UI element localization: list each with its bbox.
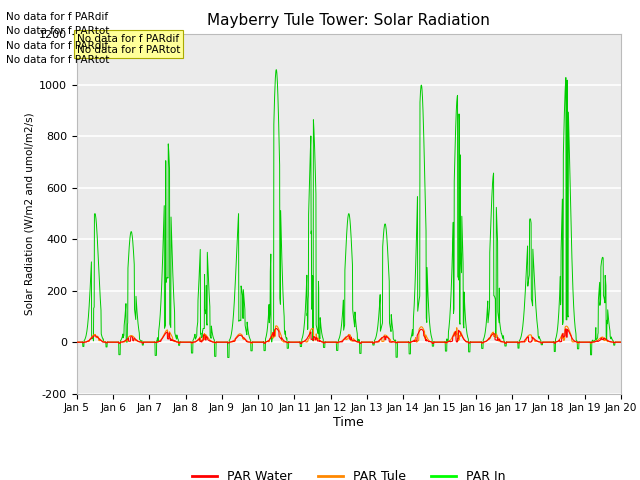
Text: No data for f PARdif
No data for f PARtot: No data for f PARdif No data for f PARto… xyxy=(77,34,180,55)
Title: Mayberry Tule Tower: Solar Radiation: Mayberry Tule Tower: Solar Radiation xyxy=(207,13,490,28)
Y-axis label: Solar Radiation (W/m2 and umol/m2/s): Solar Radiation (W/m2 and umol/m2/s) xyxy=(25,112,35,315)
Text: No data for f PARtot: No data for f PARtot xyxy=(6,26,110,36)
X-axis label: Time: Time xyxy=(333,416,364,429)
Text: No data for f PARtot: No data for f PARtot xyxy=(6,55,110,65)
Text: No data for f PARdif: No data for f PARdif xyxy=(6,12,109,22)
Text: No data for f PARdif: No data for f PARdif xyxy=(6,41,109,51)
Legend: PAR Water, PAR Tule, PAR In: PAR Water, PAR Tule, PAR In xyxy=(188,465,510,480)
